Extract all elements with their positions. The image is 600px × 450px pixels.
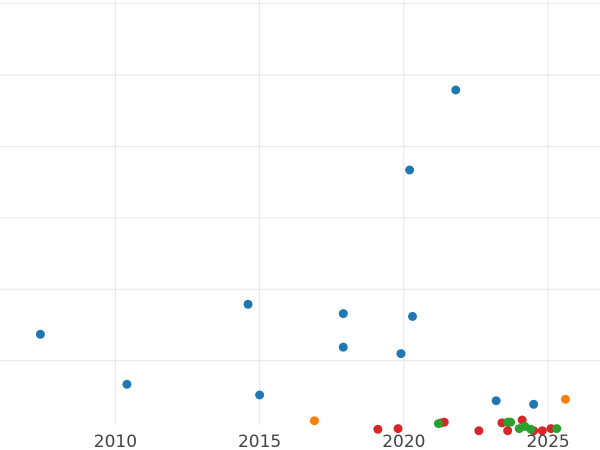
data-point-2-4 <box>474 426 484 436</box>
data-point-0-11 <box>529 399 539 409</box>
data-point-2-6 <box>503 426 513 436</box>
data-point-2-9 <box>537 426 547 436</box>
data-point-3-2 <box>506 417 516 427</box>
data-point-1-1 <box>560 394 570 404</box>
data-point-0-0 <box>35 329 45 339</box>
x-tick-label-2025: 2025 <box>526 432 569 450</box>
data-point-2-1 <box>393 424 403 434</box>
data-point-0-1 <box>122 379 132 389</box>
gridlines <box>0 0 600 425</box>
data-point-0-8 <box>408 311 417 321</box>
data-point-0-6 <box>396 349 406 359</box>
x-tick-label-2020: 2020 <box>382 432 425 450</box>
x-tick-label-2015: 2015 <box>238 432 281 450</box>
data-point-3-0 <box>433 419 443 429</box>
data-point-0-4 <box>338 309 348 319</box>
x-tick-label-2010: 2010 <box>94 432 137 450</box>
data-point-0-2 <box>243 299 253 309</box>
data-point-0-10 <box>491 396 501 406</box>
data-point-0-7 <box>405 165 415 175</box>
data-point-3-5 <box>526 424 536 434</box>
data-point-2-0 <box>373 424 383 434</box>
x-axis-ticks: 2010 2015 2020 2025 <box>94 432 570 450</box>
data-point-0-3 <box>255 390 265 400</box>
data-points <box>35 85 570 436</box>
data-point-0-9 <box>451 85 461 95</box>
data-point-1-0 <box>309 416 319 426</box>
data-point-3-6 <box>552 424 562 434</box>
data-point-0-5 <box>338 342 348 352</box>
